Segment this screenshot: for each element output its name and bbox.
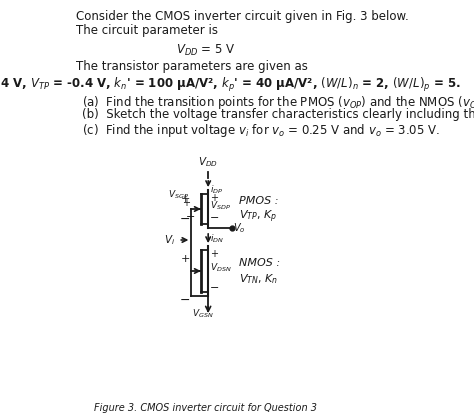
Text: $i_{DN}$: $i_{DN}$ bbox=[210, 232, 224, 245]
Text: $V_{TP}$, $K_p$: $V_{TP}$, $K_p$ bbox=[239, 209, 277, 225]
Text: $i_{DP}$: $i_{DP}$ bbox=[210, 183, 224, 196]
Text: $V_{TN}$ = 0.4 V, $V_{TP}$ = -0.4 V, $k_n$' = 100 μA/V², $k_p$' = 40 μA/V², $(W/: $V_{TN}$ = 0.4 V, $V_{TP}$ = -0.4 V, $k_… bbox=[0, 76, 461, 94]
Text: NMOS :: NMOS : bbox=[239, 258, 280, 268]
Text: +: + bbox=[182, 198, 190, 208]
Text: −: − bbox=[180, 293, 190, 306]
Text: $V_{SDP}$: $V_{SDP}$ bbox=[210, 200, 231, 212]
Text: The transistor parameters are given as: The transistor parameters are given as bbox=[76, 60, 308, 73]
Text: (a)  Find the transition points for the PMOS ($v_{OP}$) and the NMOS ($v_{ON}$).: (a) Find the transition points for the P… bbox=[82, 94, 474, 111]
Text: $V_o$: $V_o$ bbox=[233, 221, 246, 235]
Text: Figure 3. CMOS inverter circuit for Question 3: Figure 3. CMOS inverter circuit for Ques… bbox=[94, 403, 317, 413]
Text: −: − bbox=[210, 213, 219, 223]
Text: +: + bbox=[181, 194, 190, 204]
Text: −: − bbox=[186, 212, 195, 222]
Text: $V_{DD}$: $V_{DD}$ bbox=[198, 155, 218, 169]
Text: +: + bbox=[210, 249, 218, 259]
Text: $V_i$: $V_i$ bbox=[164, 233, 175, 247]
Text: $V_{DD}$ = 5 V: $V_{DD}$ = 5 V bbox=[175, 43, 235, 58]
Text: +: + bbox=[210, 193, 218, 203]
Text: Consider the CMOS inverter circuit given in Fig. 3 below.: Consider the CMOS inverter circuit given… bbox=[76, 10, 409, 23]
Text: $V_{GSN}$: $V_{GSN}$ bbox=[192, 308, 214, 321]
Text: (c)  Find the input voltage $v_i$ for $v_o$ = 0.25 V and $v_o$ = 3.05 V.: (c) Find the input voltage $v_i$ for $v_… bbox=[82, 122, 440, 139]
Text: −: − bbox=[210, 283, 219, 293]
Text: −: − bbox=[180, 212, 190, 225]
Text: $V_{SGP}$: $V_{SGP}$ bbox=[168, 189, 189, 201]
Text: (b)  Sketch the voltage transfer characteristics clearly including the critical : (b) Sketch the voltage transfer characte… bbox=[82, 108, 474, 121]
Text: +: + bbox=[181, 254, 190, 264]
Text: The circuit parameter is: The circuit parameter is bbox=[76, 24, 218, 37]
Text: $V_{DSN}$: $V_{DSN}$ bbox=[210, 262, 231, 274]
Text: $V_{TN}$, $K_n$: $V_{TN}$, $K_n$ bbox=[239, 272, 278, 286]
Text: PMOS :: PMOS : bbox=[239, 196, 279, 206]
